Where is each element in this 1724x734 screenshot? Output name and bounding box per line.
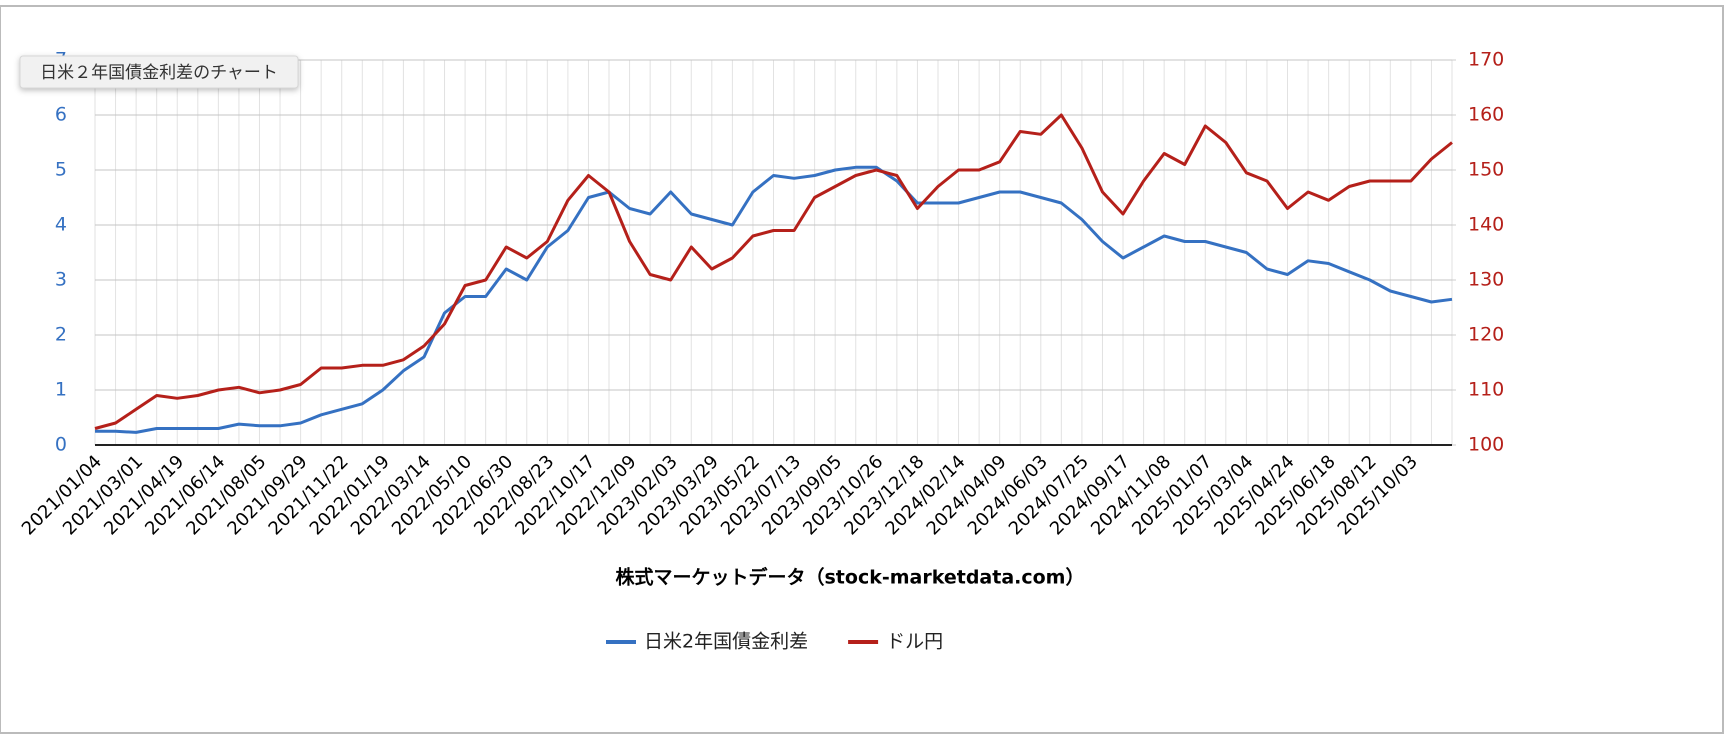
x-axis-title: 株式マーケットデータ（stock-marketdata.com） xyxy=(616,566,1085,589)
y-tick-label: 1 xyxy=(55,379,67,401)
plot xyxy=(94,113,1453,434)
legend-label: 日米2年国債金利差 xyxy=(644,631,808,653)
y2-tick-label: 140 xyxy=(1468,214,1504,236)
y-tick-label: 5 xyxy=(55,159,67,181)
y-tick-label: 2 xyxy=(55,324,67,346)
y2-tick-label: 120 xyxy=(1468,324,1504,346)
y-tick-label: 0 xyxy=(55,434,67,456)
series-line xyxy=(94,113,1453,430)
series-line xyxy=(95,165,1453,434)
y2-tick-label: 160 xyxy=(1468,104,1504,126)
y2-tick-label: 170 xyxy=(1468,49,1504,71)
y-tick-label: 6 xyxy=(55,104,67,126)
y2-tick-label: 110 xyxy=(1468,379,1504,401)
y-tick-label: 3 xyxy=(55,269,67,291)
y2-tick-label: 100 xyxy=(1468,434,1504,456)
y2-tick-label: 150 xyxy=(1468,159,1504,181)
y-tick-label: 4 xyxy=(55,214,67,236)
frame xyxy=(0,5,1724,734)
grid xyxy=(94,59,1456,446)
tooltip: 日米２年国債金利差のチャート xyxy=(40,63,278,83)
tooltip-box xyxy=(19,55,299,89)
y2-tick-label: 130 xyxy=(1468,269,1504,291)
legend-label: ドル円 xyxy=(886,631,943,653)
